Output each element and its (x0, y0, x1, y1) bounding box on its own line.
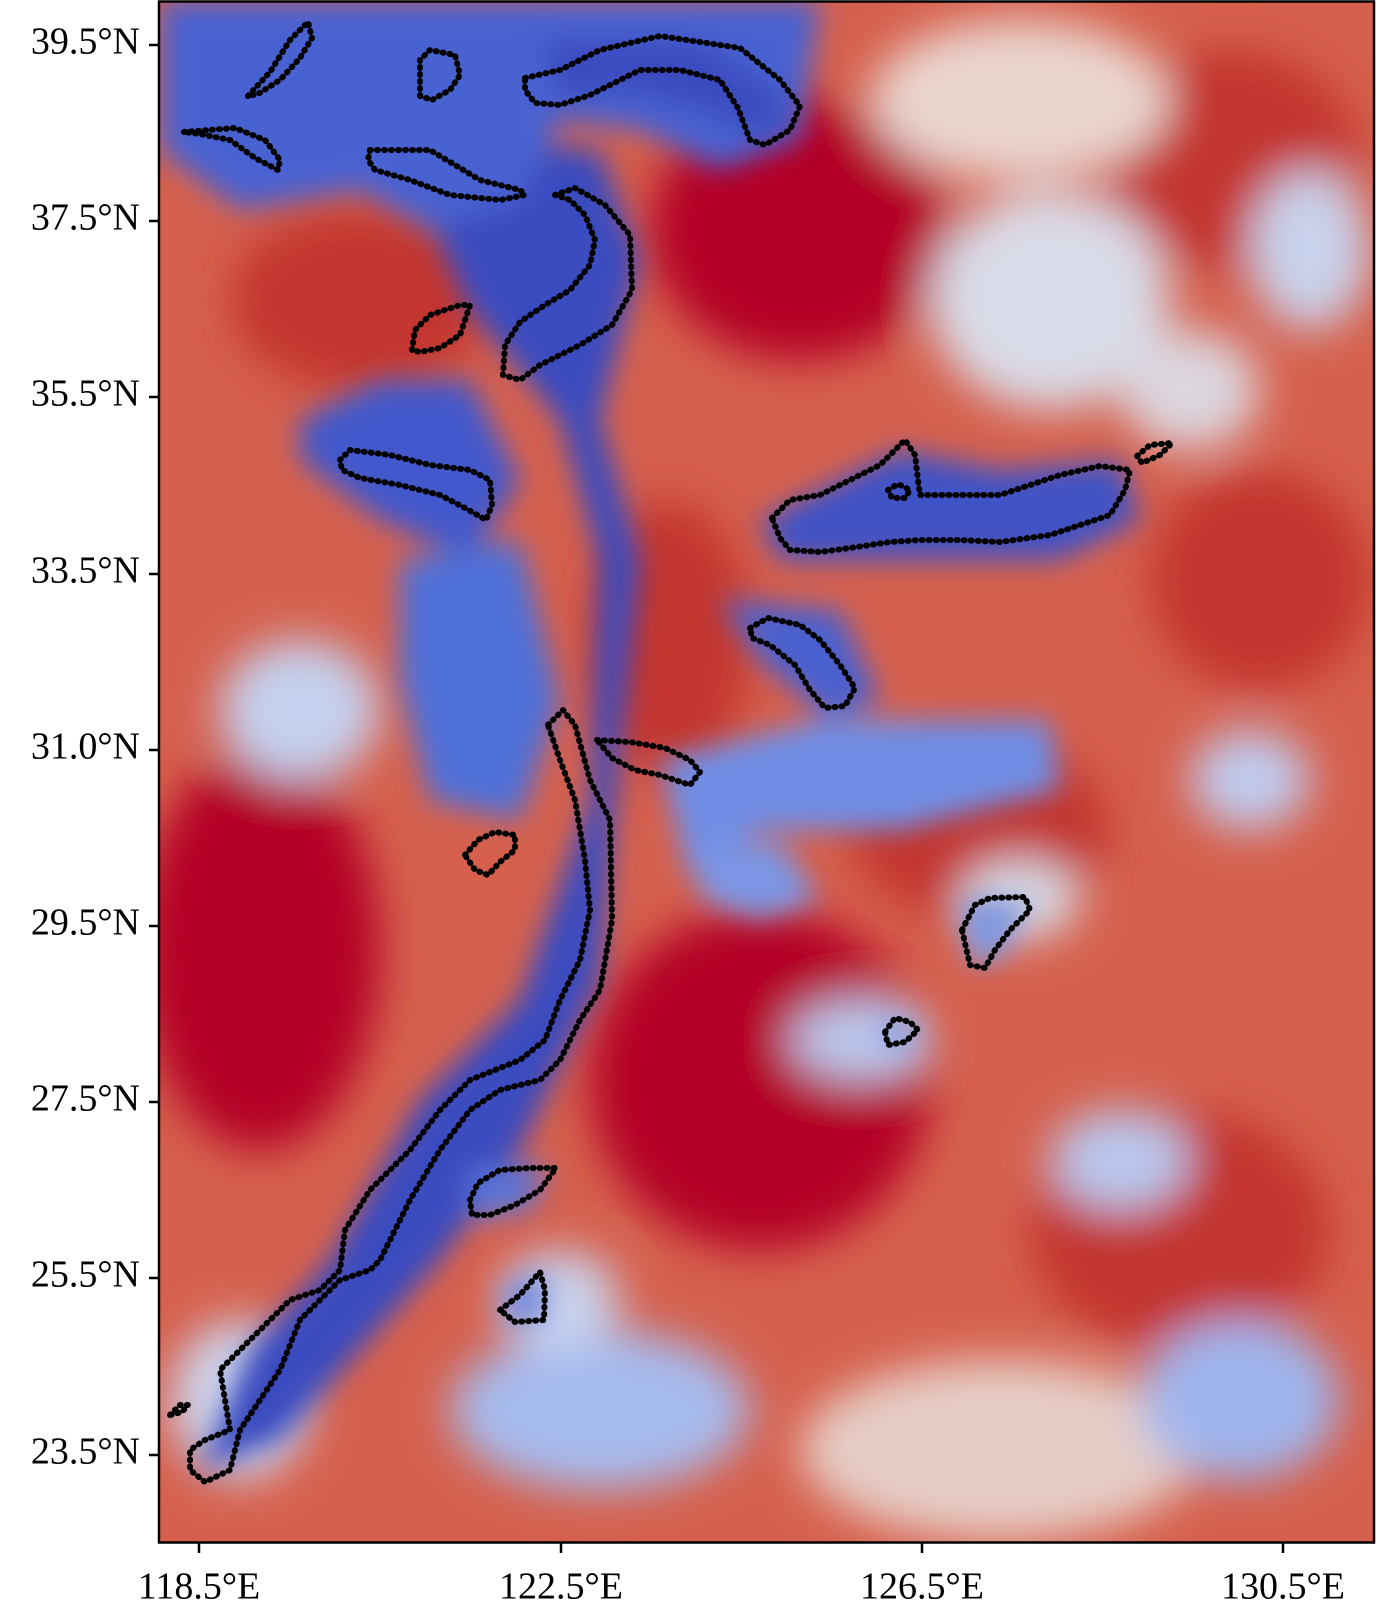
contour-east-small-dot (885, 481, 913, 501)
y-tick-label: 29.5°N (31, 902, 140, 944)
contour-west-small (462, 829, 518, 878)
contour-south-small-b (497, 1269, 548, 1325)
contour-north-elongated (365, 147, 528, 203)
contour-central-arrow (594, 737, 703, 788)
y-tick-label: 23.5°N (31, 1431, 140, 1473)
y-tick-label: 39.5°N (31, 21, 140, 63)
x-tick-label: 126.5°E (860, 1566, 984, 1608)
contour-south-small-a (467, 1165, 559, 1218)
x-axis (197, 1543, 1285, 1553)
contour-north-crescent (500, 185, 635, 383)
y-tick-label: 31.0°N (31, 726, 140, 768)
contour-mid-elongated (337, 447, 495, 523)
x-tick-label: 122.5°E (499, 1566, 623, 1608)
y-tick-label: 25.5°N (31, 1254, 140, 1296)
x-tick-labels: 118.5°E 122.5°E 126.5°E 130.5°E (138, 1566, 1345, 1608)
contour-east-tip (1134, 440, 1175, 466)
contour-southwest-tip (167, 1402, 191, 1418)
y-tick-label: 27.5°N (31, 1078, 140, 1120)
contour-east-lobe (769, 437, 1133, 555)
x-tick-label: 130.5°E (1221, 1566, 1345, 1608)
contour-east-diagonal (747, 615, 858, 711)
y-tick-label: 35.5°N (31, 373, 140, 415)
contour-north-arc (522, 33, 803, 148)
y-axis (149, 43, 159, 1457)
contour-main-channel (187, 707, 615, 1485)
contour-north-small-c (181, 125, 283, 173)
contour-southeast-b (882, 1015, 921, 1048)
contour-lines (167, 19, 1175, 1485)
contour-north-small-a (245, 19, 315, 99)
y-tick-label: 33.5°N (31, 550, 140, 592)
contour-north-small-b (417, 47, 463, 103)
y-tick-label: 37.5°N (31, 197, 140, 239)
plot-frame (157, 0, 1376, 1544)
contour-southeast-a (959, 894, 1033, 971)
y-tick-labels: 39.5°N 37.5°N 35.5°N 33.5°N 31.0°N 29.5°… (31, 21, 140, 1473)
heatmap-field (160, 2, 1373, 1542)
x-tick-label: 118.5°E (138, 1566, 261, 1608)
contour-mid-small (409, 302, 473, 355)
